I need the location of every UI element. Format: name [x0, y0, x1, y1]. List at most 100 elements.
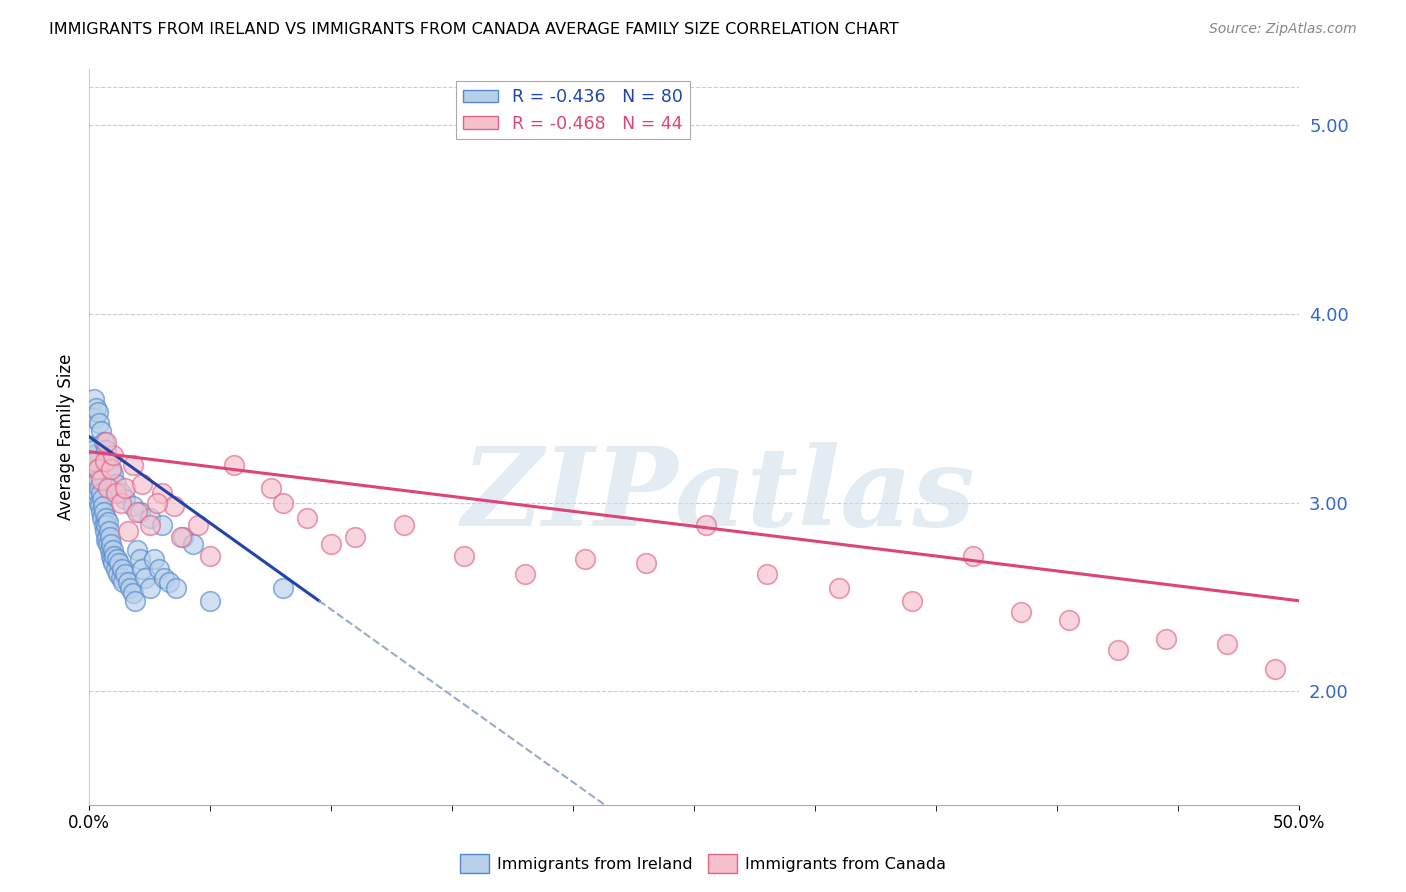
Point — [84, 454, 107, 468]
Point — [83, 392, 105, 406]
Point — [94, 533, 117, 548]
Point — [172, 530, 194, 544]
Point — [129, 552, 152, 566]
Point — [224, 458, 246, 472]
Point — [170, 530, 193, 544]
Point — [146, 496, 169, 510]
Point — [117, 524, 139, 538]
Point — [121, 500, 143, 514]
Point — [138, 581, 160, 595]
Point — [1154, 632, 1177, 646]
Point — [392, 518, 415, 533]
Y-axis label: Average Family Size: Average Family Size — [58, 353, 75, 520]
Point — [86, 461, 108, 475]
Point — [89, 500, 111, 514]
Point — [87, 417, 110, 431]
Point — [93, 518, 115, 533]
Point — [97, 454, 120, 468]
Point — [84, 410, 107, 425]
Point — [100, 461, 122, 475]
Point — [134, 571, 156, 585]
Point — [84, 467, 107, 482]
Point — [131, 562, 153, 576]
Legend: Immigrants from Ireland, Immigrants from Canada: Immigrants from Ireland, Immigrants from… — [454, 847, 952, 880]
Point — [86, 405, 108, 419]
Point — [150, 518, 173, 533]
Point — [103, 467, 125, 482]
Point — [148, 562, 170, 576]
Point — [94, 435, 117, 450]
Point — [94, 510, 117, 524]
Point — [1107, 643, 1129, 657]
Point — [87, 473, 110, 487]
Point — [1059, 613, 1081, 627]
Point — [828, 581, 851, 595]
Point — [198, 594, 221, 608]
Point — [513, 567, 536, 582]
Point — [271, 581, 294, 595]
Point — [962, 549, 984, 563]
Point — [103, 449, 125, 463]
Legend: R = -0.436   N = 80, R = -0.468   N = 44: R = -0.436 N = 80, R = -0.468 N = 44 — [457, 81, 690, 139]
Point — [87, 496, 110, 510]
Point — [453, 549, 475, 563]
Point — [100, 549, 122, 563]
Point — [138, 510, 160, 524]
Point — [124, 594, 146, 608]
Point — [97, 524, 120, 538]
Point — [96, 530, 118, 544]
Point — [86, 476, 108, 491]
Point — [100, 537, 122, 551]
Point — [100, 461, 122, 475]
Point — [344, 530, 367, 544]
Text: IMMIGRANTS FROM IRELAND VS IMMIGRANTS FROM CANADA AVERAGE FAMILY SIZE CORRELATIO: IMMIGRANTS FROM IRELAND VS IMMIGRANTS FR… — [49, 22, 898, 37]
Point — [94, 442, 117, 457]
Point — [86, 401, 108, 416]
Point — [634, 556, 657, 570]
Point — [91, 510, 114, 524]
Point — [198, 549, 221, 563]
Point — [121, 458, 143, 472]
Point — [120, 581, 142, 595]
Text: Source: ZipAtlas.com: Source: ZipAtlas.com — [1209, 22, 1357, 37]
Point — [97, 515, 120, 529]
Point — [165, 581, 187, 595]
Point — [143, 552, 166, 566]
Text: ZIPatlas: ZIPatlas — [461, 442, 976, 549]
Point — [94, 524, 117, 538]
Point — [96, 518, 118, 533]
Point — [131, 476, 153, 491]
Point — [103, 549, 125, 563]
Point — [127, 505, 149, 519]
Point — [97, 481, 120, 495]
Point — [129, 505, 152, 519]
Point — [83, 454, 105, 468]
Point — [127, 542, 149, 557]
Point — [89, 481, 111, 495]
Point — [97, 537, 120, 551]
Point — [90, 505, 112, 519]
Point — [111, 574, 134, 589]
Point — [103, 556, 125, 570]
Point — [82, 449, 104, 463]
Point — [271, 496, 294, 510]
Point — [1010, 605, 1032, 619]
Point — [90, 486, 112, 500]
Point — [104, 562, 127, 576]
Point — [82, 439, 104, 453]
Point — [90, 473, 112, 487]
Point — [90, 491, 112, 506]
Point — [117, 574, 139, 589]
Point — [121, 586, 143, 600]
Point — [101, 552, 124, 566]
Point — [138, 518, 160, 533]
Point — [259, 481, 281, 495]
Point — [755, 567, 778, 582]
Point — [93, 505, 115, 519]
Point — [111, 562, 134, 576]
Point — [695, 518, 717, 533]
Point — [110, 486, 132, 500]
Point — [153, 571, 176, 585]
Point — [574, 552, 596, 566]
Point — [157, 574, 180, 589]
